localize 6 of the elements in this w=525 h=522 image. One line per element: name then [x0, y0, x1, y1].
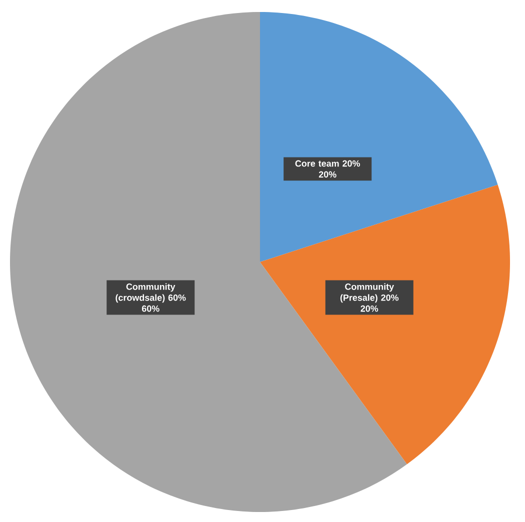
slice-label: Core team 20% [295, 160, 360, 167]
slice-label: Community (Presale) 20% [340, 283, 399, 303]
data-label: 20% [360, 305, 378, 312]
data-label: 60% [142, 305, 160, 312]
slice-label: Community (crowdsale) 60% [116, 283, 186, 303]
data-label: 20% [318, 171, 336, 178]
